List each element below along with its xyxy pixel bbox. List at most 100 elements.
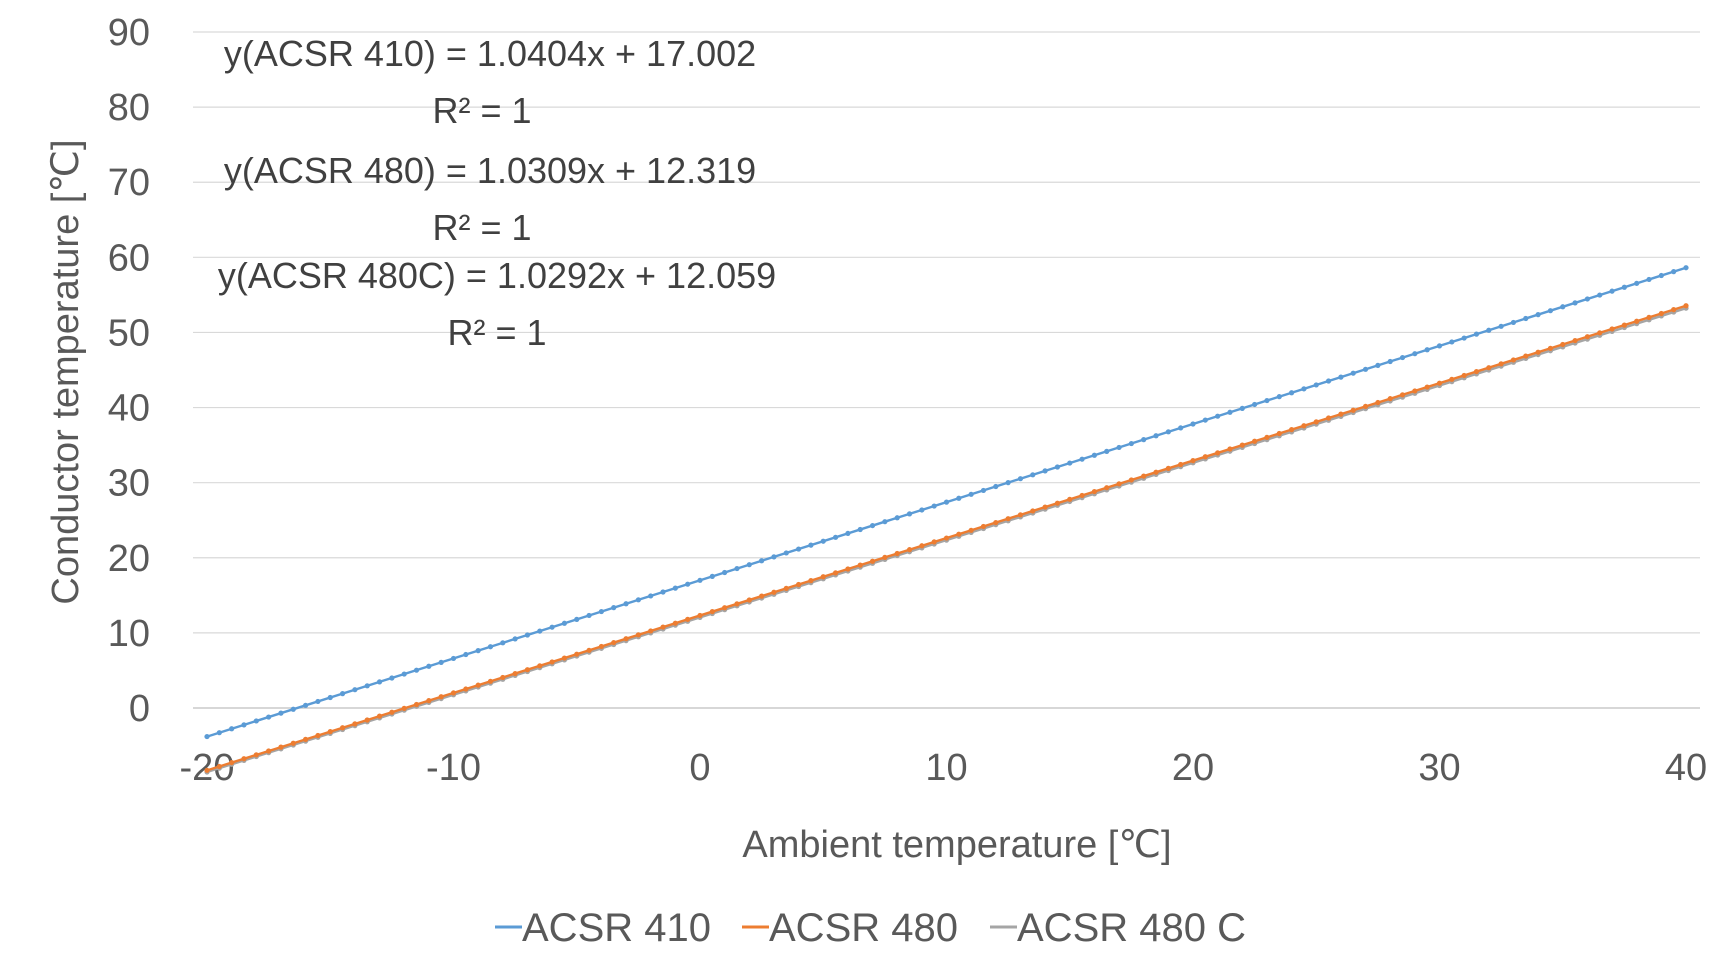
point-acsr-410 [1202,417,1208,423]
y-tick-label-10: 10 [108,613,150,655]
x-tick-label-30: 30 [1418,747,1460,789]
point-acsr-410 [1634,280,1640,286]
r2-acsr-480c: R² = 1 [447,312,546,353]
point-acsr-480 [1054,500,1061,506]
point-acsr-410 [1350,370,1356,376]
point-acsr-410 [1264,397,1270,404]
y-tick-label-60: 60 [108,237,150,279]
point-acsr-480 [1510,357,1517,363]
point-acsr-480 [1584,334,1590,340]
point-acsr-480 [1128,477,1134,483]
point-acsr-410 [574,616,580,622]
point-acsr-410 [882,519,888,525]
point-acsr-410 [1424,347,1430,353]
point-acsr-480 [241,756,247,762]
point-acsr-480 [266,748,272,754]
point-acsr-480 [1646,314,1652,320]
point-acsr-480 [389,709,395,715]
point-acsr-410 [956,495,962,501]
point-acsr-480 [882,554,888,560]
equation-acsr-480: y(ACSR 480) = 1.0309x + 12.319 [224,150,756,191]
point-acsr-480 [339,725,346,731]
point-acsr-480 [980,523,987,530]
point-acsr-410 [993,483,999,490]
point-acsr-480 [672,620,678,626]
point-acsr-410 [598,608,605,615]
point-acsr-480 [746,597,752,603]
point-acsr-480 [1671,307,1677,313]
point-acsr-410 [512,636,518,642]
point-acsr-480 [1412,388,1418,394]
equation-acsr-410: y(ACSR 410) = 1.0404x + 17.002 [224,33,756,74]
point-acsr-410 [685,581,691,587]
point-acsr-410 [1301,386,1307,392]
point-acsr-410 [1572,300,1578,306]
point-acsr-480 [1658,310,1664,317]
point-acsr-410 [611,605,617,611]
point-acsr-480 [919,543,925,549]
gridlines [193,31,1700,709]
point-acsr-410 [1005,480,1011,486]
point-acsr-480 [1473,368,1480,375]
point-acsr-480 [1079,492,1085,499]
point-acsr-410 [1190,421,1196,427]
point-acsr-410 [352,687,358,693]
point-acsr-410 [1523,315,1529,322]
point-acsr-480 [1325,415,1332,421]
point-acsr-480 [783,585,789,591]
point-acsr-480 [216,763,222,770]
point-acsr-410 [1313,382,1319,388]
point-acsr-480 [1017,512,1024,518]
point-acsr-480 [229,759,235,766]
point-acsr-410 [1116,444,1122,451]
point-acsr-480 [1399,392,1406,398]
point-acsr-480 [1030,508,1036,514]
point-acsr-480 [845,566,851,572]
point-acsr-410 [1387,358,1393,365]
point-acsr-410 [845,530,851,537]
point-acsr-480 [1215,450,1221,456]
point-acsr-410 [339,691,346,697]
legend-label-acsr-410: ACSR 410 [522,906,711,950]
point-acsr-410 [549,624,555,630]
point-acsr-410 [487,644,494,650]
point-acsr-480 [1301,423,1307,429]
point-acsr-410 [1227,409,1233,415]
point-acsr-410 [561,620,568,626]
point-acsr-480 [1523,353,1529,359]
point-acsr-410 [1338,374,1344,380]
point-acsr-410 [648,593,654,599]
point-acsr-410 [1658,272,1664,279]
point-acsr-410 [1473,331,1480,337]
point-acsr-480 [1264,434,1270,440]
point-acsr-480 [943,535,950,541]
y-tick-label-20: 20 [108,538,150,580]
point-acsr-410 [327,694,333,701]
point-acsr-480 [709,608,715,615]
point-acsr-410 [1128,440,1134,447]
x-axis-ticks: -20 -10 0 10 20 30 40 [180,747,1708,789]
point-acsr-480 [315,732,321,739]
point-acsr-410 [869,522,876,529]
point-acsr-480 [1436,380,1443,386]
y-tick-label-30: 30 [108,463,150,505]
y-tick-label-40: 40 [108,388,150,430]
point-acsr-410 [1412,351,1418,357]
point-acsr-480 [1535,349,1541,355]
point-acsr-480 [426,698,432,704]
point-acsr-410 [364,683,370,689]
point-acsr-480 [611,639,617,646]
point-acsr-480 [253,752,259,758]
point-acsr-410 [832,534,839,540]
point-acsr-480 [1461,372,1467,379]
x-tick-label-20: 20 [1172,747,1214,789]
point-acsr-410 [303,702,309,708]
point-acsr-480 [697,612,703,619]
series-acsr-410 [204,265,1689,740]
point-acsr-410 [771,554,777,560]
point-acsr-410 [1325,378,1332,384]
point-acsr-480 [1387,396,1393,402]
point-acsr-480 [537,663,543,669]
point-acsr-480 [1350,407,1356,413]
point-acsr-480 [968,527,974,533]
